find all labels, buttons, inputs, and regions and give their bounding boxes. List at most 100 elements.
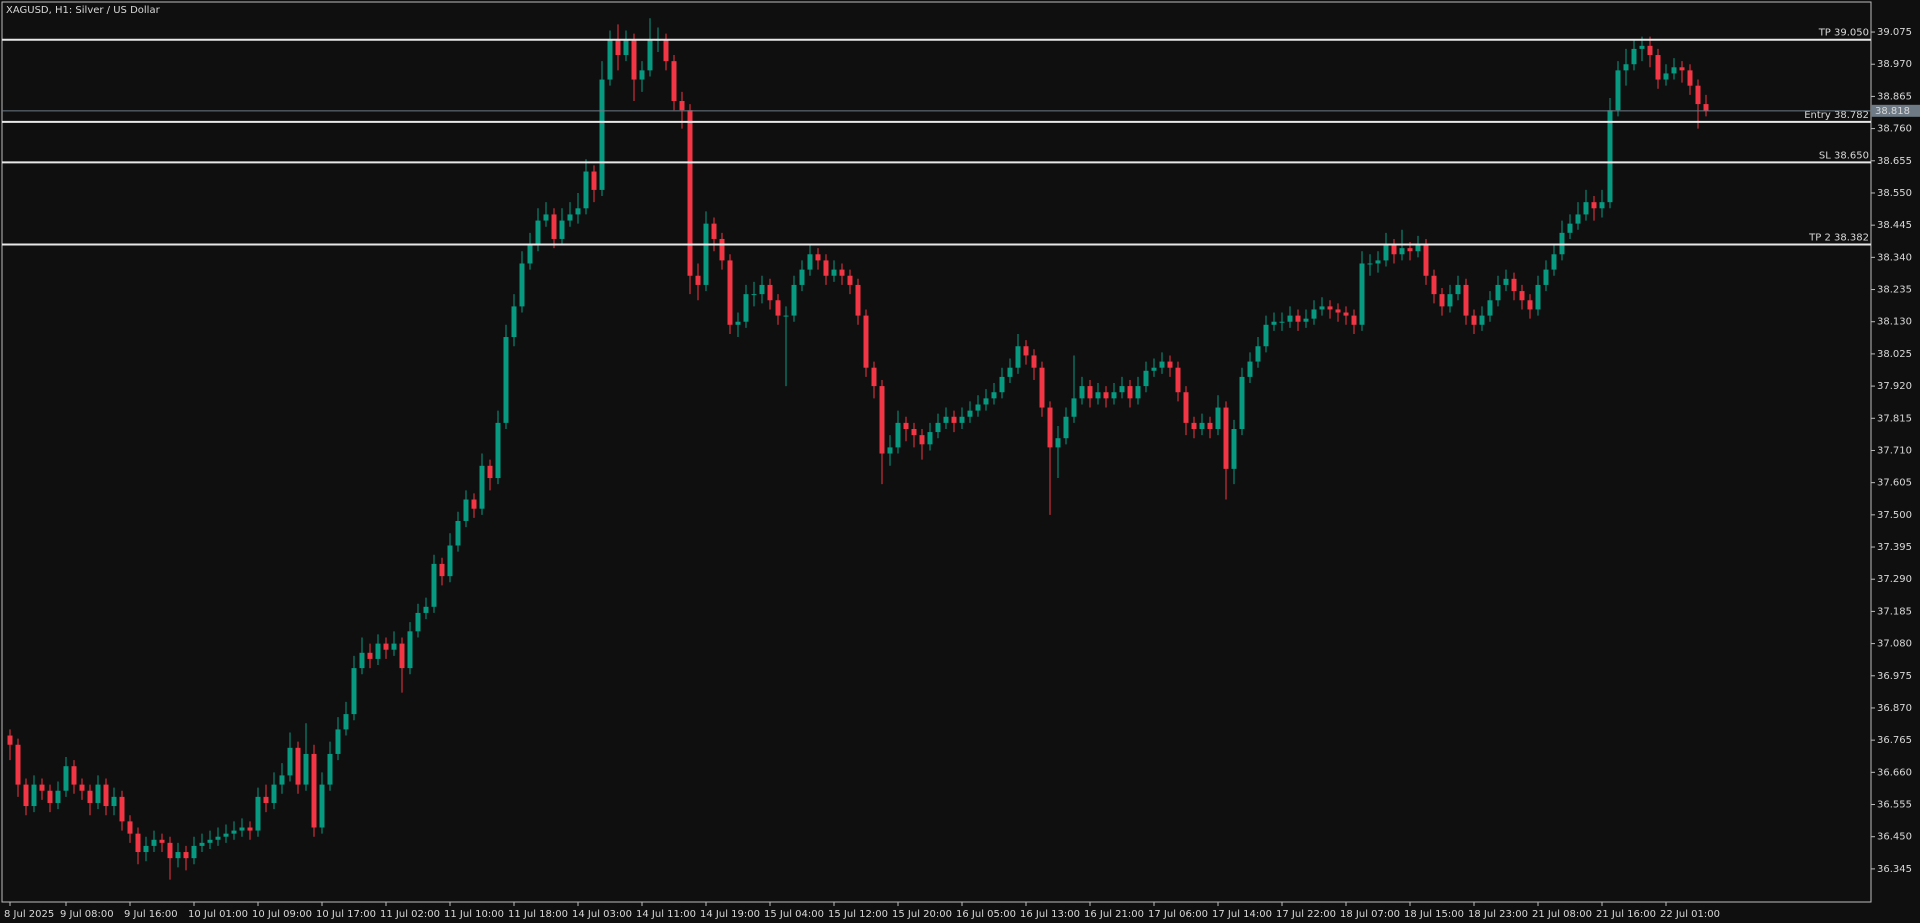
candle-body xyxy=(183,852,189,859)
candle-body xyxy=(727,260,733,325)
candle-body xyxy=(1351,315,1357,325)
candle-body xyxy=(1343,312,1349,316)
x-tick-label: 16 Jul 05:00 xyxy=(956,909,1016,920)
level-label: Entry 38.782 xyxy=(1804,110,1869,121)
candle-body xyxy=(79,784,85,791)
candle-body xyxy=(703,223,709,285)
candle-body xyxy=(591,171,597,190)
plot-frame xyxy=(1,1,1872,903)
candle-body xyxy=(1175,367,1181,393)
x-tick-label: 15 Jul 20:00 xyxy=(892,909,952,920)
candle-body xyxy=(1335,309,1341,313)
y-tick-label: 38.550 xyxy=(1877,188,1912,199)
candle-body xyxy=(679,101,685,111)
candle-body xyxy=(1383,245,1389,261)
x-tick-label: 16 Jul 21:00 xyxy=(1084,909,1144,920)
candle-body xyxy=(1367,263,1373,265)
candle-body xyxy=(1639,45,1645,49)
candle-body xyxy=(1151,367,1157,371)
y-tick-label: 38.655 xyxy=(1877,156,1912,167)
candle-body xyxy=(1431,275,1437,295)
y-tick-label: 38.235 xyxy=(1877,285,1912,296)
candle-body xyxy=(231,830,237,834)
candle-body xyxy=(711,223,717,239)
candle-body xyxy=(1159,361,1165,368)
candle-body xyxy=(1015,346,1021,368)
candle-body xyxy=(95,784,101,803)
candle-body xyxy=(1663,73,1669,80)
candle-body xyxy=(1679,67,1685,71)
candle-body xyxy=(1063,416,1069,439)
candle-body xyxy=(215,836,221,840)
candle-body xyxy=(871,367,877,387)
candle-body xyxy=(103,784,109,807)
y-tick-label: 37.920 xyxy=(1877,381,1912,392)
candle-body xyxy=(1215,407,1221,430)
candle-body xyxy=(111,796,117,807)
candle-body xyxy=(415,612,421,632)
y-tick-label: 38.340 xyxy=(1877,252,1912,263)
y-tick-label: 38.865 xyxy=(1877,91,1912,102)
candle-body xyxy=(39,784,45,791)
candle-body xyxy=(1111,392,1117,399)
candle-body xyxy=(1567,223,1573,233)
candle-body xyxy=(743,294,749,322)
candle-body xyxy=(151,839,157,846)
x-tick-label: 8 Jul 2025 xyxy=(4,909,54,920)
candle-body xyxy=(959,416,965,423)
candle-body xyxy=(1311,309,1317,319)
candle-body xyxy=(175,852,181,859)
candle-body xyxy=(647,39,653,71)
candle-body xyxy=(1183,392,1189,423)
x-tick-label: 11 Jul 10:00 xyxy=(444,909,504,920)
x-tick-label: 15 Jul 12:00 xyxy=(828,909,888,920)
candle-body xyxy=(487,465,493,479)
candle-body xyxy=(1623,64,1629,71)
candle-body xyxy=(1527,300,1533,310)
candle-body xyxy=(1583,202,1589,215)
candle-body xyxy=(1423,245,1429,276)
x-tick-label: 17 Jul 06:00 xyxy=(1148,909,1208,920)
candle-body xyxy=(1655,55,1661,80)
candle-body xyxy=(687,110,693,276)
candle-body xyxy=(615,39,621,56)
candle-body xyxy=(911,429,917,436)
candle-body xyxy=(1591,202,1597,209)
candle-body xyxy=(735,321,741,325)
candle-body xyxy=(367,652,373,659)
candle-body xyxy=(1143,370,1149,387)
candle-body xyxy=(815,254,821,261)
candle-body xyxy=(807,254,813,270)
y-tick-label: 37.710 xyxy=(1877,445,1912,456)
candle-body xyxy=(791,284,797,316)
candle-body xyxy=(551,214,557,239)
candle-body xyxy=(1247,361,1253,377)
y-tick-label: 38.970 xyxy=(1877,59,1912,70)
level-label: TP 39.050 xyxy=(1818,28,1869,39)
candle-body xyxy=(1263,324,1269,347)
candle-body xyxy=(471,499,477,509)
x-tick-label: 18 Jul 23:00 xyxy=(1468,909,1528,920)
candle-body xyxy=(1471,315,1477,325)
candle-body xyxy=(935,422,941,433)
x-tick-label: 21 Jul 08:00 xyxy=(1532,909,1592,920)
candle-body xyxy=(511,306,517,338)
candle-body xyxy=(951,416,957,423)
candle-body xyxy=(1287,315,1293,322)
candle-body xyxy=(535,220,541,246)
candle-body xyxy=(1503,278,1509,285)
candle-body xyxy=(575,208,581,215)
y-tick-label: 37.815 xyxy=(1877,413,1912,424)
candle-body xyxy=(1695,85,1701,105)
candle-body xyxy=(335,729,341,754)
candle-body xyxy=(1407,248,1413,252)
candle-body xyxy=(1391,245,1397,255)
candle-body xyxy=(967,410,973,417)
candle-body xyxy=(799,269,805,285)
candle-body xyxy=(1239,376,1245,430)
candle-body xyxy=(439,563,445,577)
candle-body xyxy=(455,520,461,546)
candle-body xyxy=(895,422,901,448)
candle-body xyxy=(31,784,37,807)
candle-body xyxy=(1295,315,1301,322)
